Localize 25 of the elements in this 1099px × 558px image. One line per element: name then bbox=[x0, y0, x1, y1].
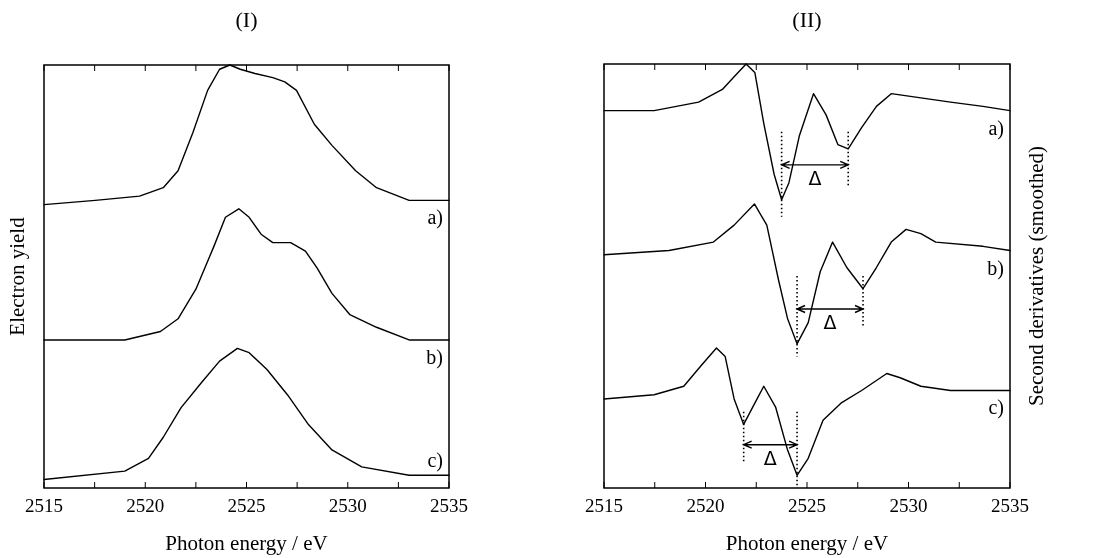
x-tick-label: 2525 bbox=[227, 495, 266, 516]
y-axis-title: Electron yield bbox=[5, 216, 29, 336]
annotation: Δ bbox=[808, 166, 822, 189]
x-tick-label: 2520 bbox=[686, 495, 725, 516]
x-axis-title: Photon energy / eV bbox=[165, 531, 328, 555]
series-label: a) bbox=[988, 116, 1004, 140]
x-tick-label: 2535 bbox=[991, 495, 1029, 516]
x-tick-label: 2535 bbox=[430, 495, 468, 516]
x-tick-label: 2515 bbox=[585, 495, 623, 516]
x-tick-label: 2520 bbox=[126, 495, 165, 516]
x-tick-label: 2530 bbox=[889, 495, 928, 516]
series-label: a) bbox=[427, 206, 443, 230]
x-tick-label: 2515 bbox=[25, 495, 63, 516]
series-label: b) bbox=[426, 345, 443, 369]
chart-title: (I) bbox=[235, 7, 258, 32]
x-tick-label: 2525 bbox=[788, 495, 826, 516]
series-label: c) bbox=[427, 449, 443, 473]
series-label: b) bbox=[987, 256, 1004, 280]
x-axis-title: Photon energy / eV bbox=[725, 531, 889, 555]
annotation: Δ bbox=[763, 446, 777, 469]
series-label: c) bbox=[988, 396, 1004, 420]
x-tick-label: 2530 bbox=[328, 495, 367, 516]
chart-title: (II) bbox=[792, 7, 822, 32]
annotation: Δ bbox=[823, 311, 837, 333]
y2-axis-title: Second derivatives (smoothed) bbox=[1024, 145, 1048, 407]
